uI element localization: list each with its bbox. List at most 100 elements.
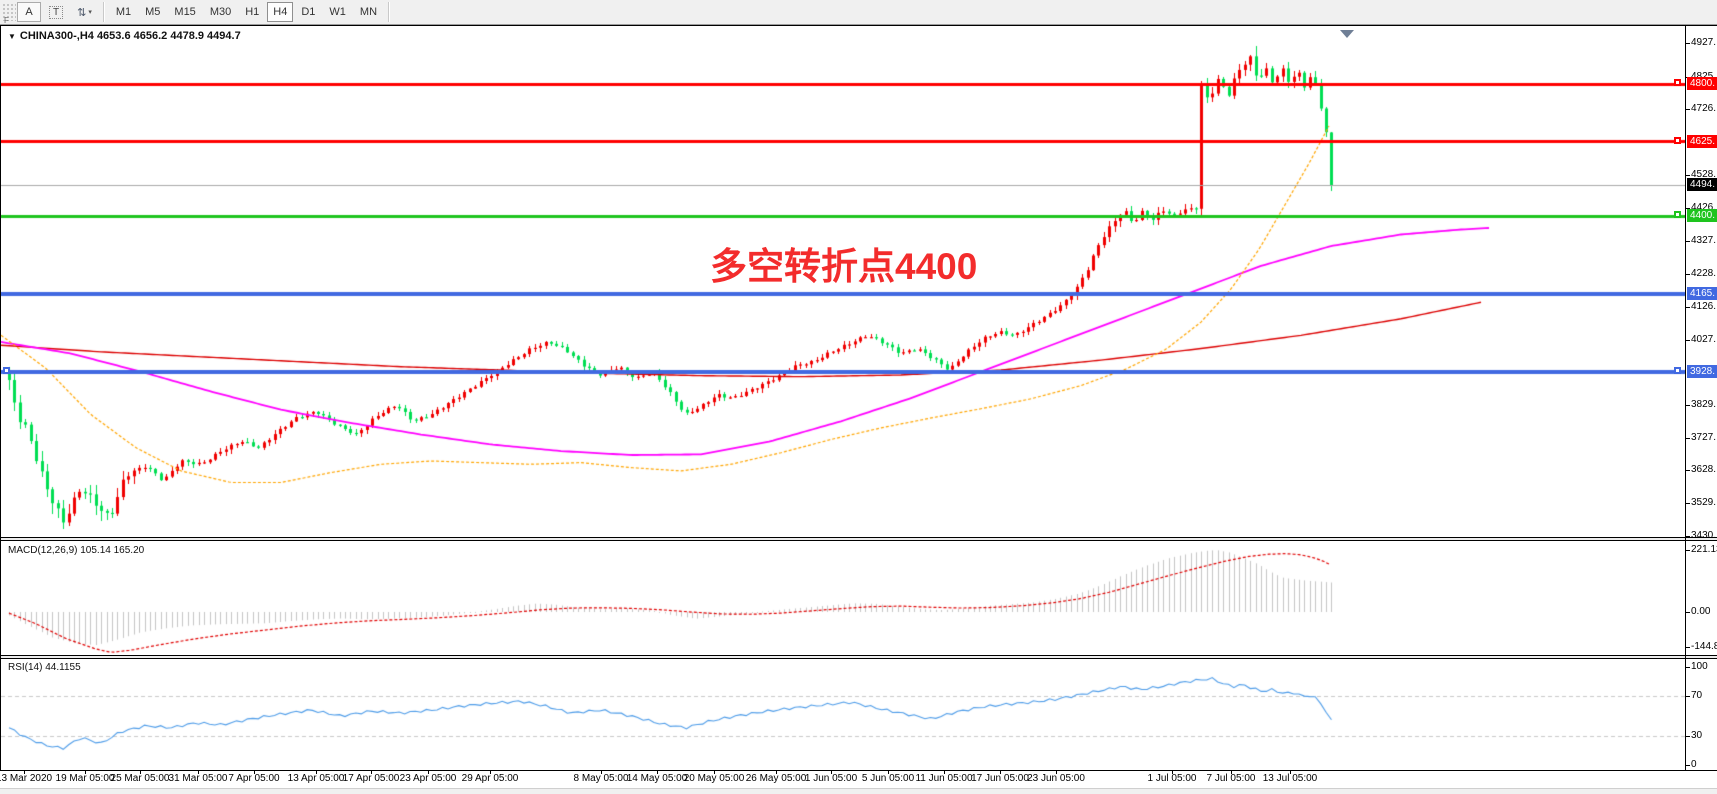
- rsi-panel-top-border: [0, 658, 1717, 659]
- level-handle[interactable]: [1674, 367, 1681, 374]
- timeframe-group: M1 M5 M15 M30 H1 H4 D1 W1 MN: [109, 2, 384, 22]
- time-tick: [316, 771, 317, 774]
- rsi-tick: [1686, 765, 1690, 766]
- price-badge: 3928.: [1687, 365, 1717, 378]
- time-tick: [1056, 771, 1057, 774]
- time-tick-label: 26 May 05:00: [745, 773, 807, 784]
- price-tick-label: 4027.: [1691, 334, 1717, 345]
- macd-axis-label: 0.00: [1691, 606, 1711, 617]
- price-tick-label: 4726.: [1691, 103, 1717, 114]
- arrows-icon: ⇅: [77, 6, 87, 19]
- time-tick: [428, 771, 429, 774]
- rsi-panel-canvas[interactable]: [1, 659, 1685, 770]
- rsi-splitter[interactable]: [0, 656, 1717, 658]
- timeframe-button-w1[interactable]: W1: [329, 6, 346, 18]
- status-strip: [0, 788, 1717, 794]
- price-tick-label: 3727.: [1691, 432, 1717, 443]
- time-tick-label: 13 Mar 2020: [0, 773, 53, 784]
- text-label-icon: T: [49, 5, 64, 19]
- toolbar: F A T ⇅ ▾ M1 M5 M15 M30 H1 H4 D1 W1 MN: [0, 0, 1717, 25]
- price-badge: 4165.: [1687, 287, 1717, 300]
- price-tick-label: 4927.: [1691, 37, 1717, 48]
- timeframe-button-d1[interactable]: D1: [301, 6, 316, 18]
- price-tick-label: 4327.: [1691, 235, 1717, 246]
- timeframe-button-m1[interactable]: M1: [115, 6, 132, 18]
- macd-tick: [1686, 550, 1690, 551]
- macd-axis-label: -144.8: [1691, 641, 1717, 652]
- main-chart-canvas[interactable]: [1, 26, 1685, 537]
- timeframe-button-mn[interactable]: MN: [359, 6, 378, 18]
- price-tick-label: 3829.: [1691, 399, 1717, 410]
- gripper-label: F: [4, 16, 9, 25]
- time-tick-label: 1 Jul 05:00: [1147, 773, 1197, 784]
- chart-shift-marker-icon[interactable]: [1340, 30, 1354, 38]
- time-tick-label: 13 Jul 05:00: [1262, 773, 1318, 784]
- time-tick: [657, 771, 658, 774]
- text-label-button[interactable]: T: [43, 2, 69, 22]
- price-tick: [1686, 307, 1690, 308]
- arrows-tool-button[interactable]: ⇅ ▾: [71, 2, 98, 22]
- time-tick-label: 11 Jun 05:00: [915, 773, 973, 784]
- chevron-down-icon: ▾: [88, 9, 92, 16]
- time-tick: [140, 771, 141, 774]
- price-tick: [1686, 109, 1690, 110]
- time-tick: [1290, 771, 1291, 774]
- timeframe-button-m15[interactable]: M15: [174, 6, 196, 18]
- time-tick: [776, 771, 777, 774]
- rsi-axis-label: 100: [1691, 661, 1708, 672]
- toolbar-separator: [388, 2, 391, 22]
- chart-top-border: [0, 25, 1717, 26]
- time-tick: [1000, 771, 1001, 774]
- rsi-tick: [1686, 667, 1690, 668]
- time-tick: [254, 771, 255, 774]
- price-tick-label: 3628.: [1691, 464, 1717, 475]
- symbol-ohlc-text: CHINA300-,H4 4653.6 4656.2 4478.9 4494.7: [19, 30, 241, 42]
- timeframe-button-m30[interactable]: M30: [209, 6, 232, 18]
- price-tick: [1686, 241, 1690, 242]
- macd-panel-bottom-border: [0, 655, 1717, 656]
- time-tick: [85, 771, 86, 774]
- price-tick-label: 4528.: [1691, 169, 1717, 180]
- price-tick: [1686, 175, 1690, 176]
- price-tick: [1686, 536, 1690, 537]
- time-axis[interactable]: 13 Mar 2020 19 Mar 05:00 25 Mar 05:00 31 Ma…: [0, 771, 1717, 788]
- time-tick: [490, 771, 491, 774]
- annotation-text[interactable]: 多空转折点4400: [710, 246, 978, 287]
- timeframe-button-h1[interactable]: H1: [245, 6, 260, 18]
- level-handle[interactable]: [1674, 137, 1681, 144]
- time-tick: [601, 771, 602, 774]
- toolbar-gripper[interactable]: F: [2, 3, 16, 25]
- macd-panel-canvas[interactable]: [1, 541, 1685, 655]
- price-badge: 4400.: [1687, 209, 1717, 222]
- level-handle[interactable]: [3, 367, 10, 374]
- price-tick: [1686, 274, 1690, 275]
- level-handle[interactable]: [1674, 211, 1681, 218]
- chart-left-border: [0, 25, 1, 771]
- main-panel-bottom-border: [0, 537, 1717, 538]
- price-tick-label: 4426.: [1691, 202, 1717, 213]
- time-tick: [1172, 771, 1173, 774]
- level-handle[interactable]: [1674, 79, 1681, 86]
- time-tick: [198, 771, 199, 774]
- price-axis-border: [1685, 25, 1686, 771]
- price-tick-label: 4825.: [1691, 71, 1717, 83]
- macd-splitter[interactable]: [0, 538, 1717, 540]
- title-dropdown-icon[interactable]: ▼: [8, 32, 16, 41]
- macd-tick: [1686, 612, 1690, 613]
- time-tick: [371, 771, 372, 774]
- time-tick-label: 20 May 05:00: [683, 773, 745, 784]
- macd-indicator-label: MACD(12,26,9) 105.14 165.20: [8, 545, 145, 556]
- annotate-text-button[interactable]: A: [17, 2, 41, 22]
- price-tick: [1686, 43, 1690, 44]
- time-tick: [24, 771, 25, 774]
- price-tick-label: 4126.: [1691, 301, 1717, 312]
- time-tick-label: 14 May 05:00: [626, 773, 688, 784]
- rsi-tick: [1686, 736, 1690, 737]
- price-badge: 4625.: [1687, 135, 1717, 148]
- time-tick-label: 13 Apr 05:00: [287, 773, 345, 784]
- timeframe-button-m5[interactable]: M5: [145, 6, 161, 18]
- rsi-indicator-label: RSI(14) 44.1155: [8, 662, 81, 673]
- rsi-axis-label: 70: [1691, 690, 1703, 701]
- timeframe-button-h4[interactable]: H4: [267, 2, 294, 22]
